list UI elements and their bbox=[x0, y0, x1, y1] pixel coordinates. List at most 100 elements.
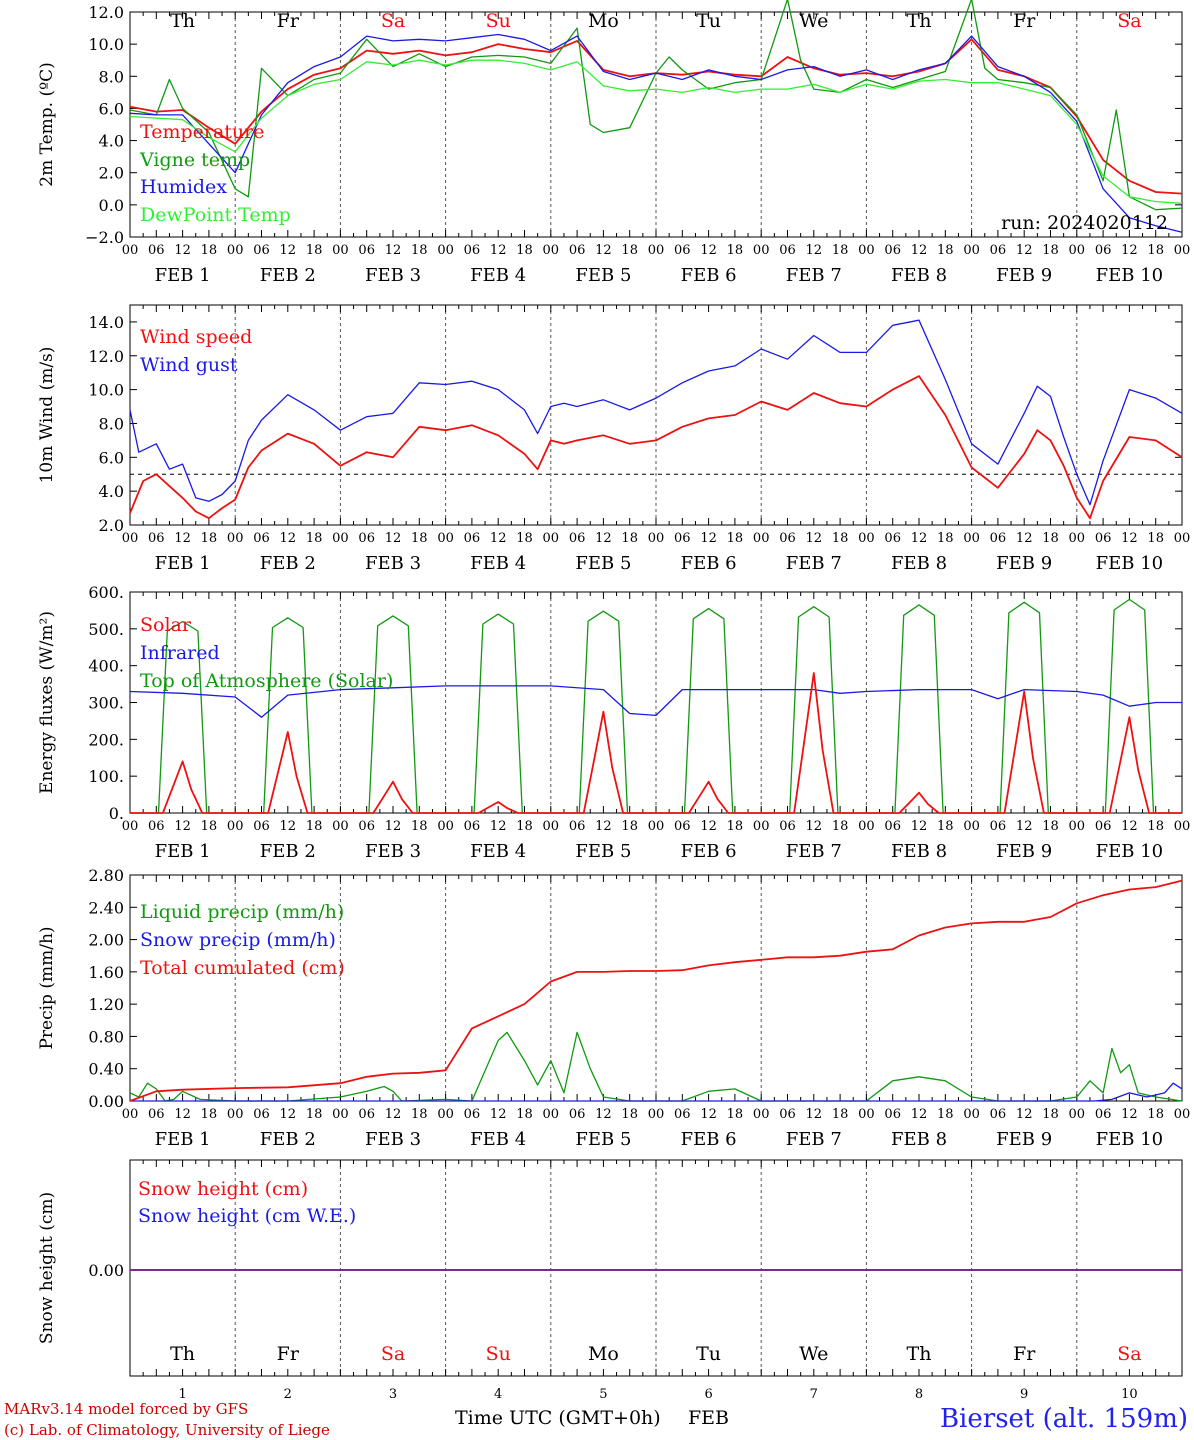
hour-tick-label: 18 bbox=[727, 819, 744, 834]
hour-tick-label: 12 bbox=[1121, 1107, 1138, 1122]
y-tick-label: 200. bbox=[88, 730, 124, 749]
legend-entry: Humidex bbox=[140, 176, 227, 198]
day-number-label: 10 bbox=[1121, 1387, 1138, 1402]
day-name-label: Th bbox=[907, 10, 932, 32]
hour-tick-label: 18 bbox=[411, 243, 428, 258]
hour-tick-label: 06 bbox=[253, 1107, 270, 1122]
hour-tick-label: 18 bbox=[937, 819, 954, 834]
hour-tick-label: 00 bbox=[648, 1107, 665, 1122]
date-label: FEB 3 bbox=[365, 1129, 421, 1150]
hour-tick-label: 06 bbox=[990, 531, 1007, 546]
date-label: FEB 7 bbox=[786, 265, 842, 286]
hour-tick-label: 00 bbox=[963, 531, 980, 546]
hour-tick-label: 12 bbox=[806, 819, 823, 834]
hour-tick-label: 00 bbox=[753, 243, 770, 258]
day-name-label: Fr bbox=[1013, 1343, 1036, 1365]
hour-tick-label: 12 bbox=[385, 1107, 402, 1122]
day-number-label: 7 bbox=[810, 1387, 818, 1402]
date-label: FEB 1 bbox=[155, 553, 211, 574]
day-number-label: 6 bbox=[704, 1387, 712, 1402]
hour-tick-label: 06 bbox=[253, 819, 270, 834]
hour-tick-label: 18 bbox=[727, 531, 744, 546]
hour-tick-label: 12 bbox=[806, 531, 823, 546]
date-label: FEB 9 bbox=[996, 1129, 1052, 1150]
hour-tick-label: 00 bbox=[122, 1107, 139, 1122]
hour-tick-label: 06 bbox=[148, 243, 165, 258]
day-number-label: 1 bbox=[178, 1387, 186, 1402]
hour-tick-label: 18 bbox=[937, 531, 954, 546]
y-tick-label: 8.0 bbox=[99, 414, 124, 433]
hour-tick-label: 00 bbox=[1069, 1107, 1086, 1122]
hour-tick-label: 06 bbox=[674, 531, 691, 546]
hour-tick-label: 12 bbox=[490, 243, 507, 258]
hour-tick-label: 18 bbox=[306, 819, 323, 834]
hour-tick-label: 18 bbox=[1042, 243, 1059, 258]
hour-tick-label: 18 bbox=[1147, 531, 1164, 546]
y-tick-label: 0.00 bbox=[88, 1261, 124, 1280]
hour-tick-label: 06 bbox=[148, 531, 165, 546]
y-tick-label: 4.0 bbox=[99, 132, 124, 151]
day-name-label: Sa bbox=[381, 1343, 405, 1365]
hour-tick-label: 00 bbox=[963, 243, 980, 258]
series-infrared bbox=[129, 685, 1182, 718]
date-label: FEB 1 bbox=[155, 841, 211, 862]
hour-tick-label: 00 bbox=[1069, 819, 1086, 834]
date-label: FEB 3 bbox=[365, 841, 421, 862]
date-label: FEB 10 bbox=[1096, 553, 1163, 574]
date-label: FEB 3 bbox=[365, 553, 421, 574]
hour-tick-label: 06 bbox=[990, 243, 1007, 258]
day-name-label: Sa bbox=[381, 10, 405, 32]
hour-tick-label: 06 bbox=[569, 1107, 586, 1122]
y-tick-label: 8.0 bbox=[99, 67, 124, 86]
hour-tick-label: 12 bbox=[911, 531, 928, 546]
series-3 bbox=[129, 879, 1183, 1102]
legend-entry: Top of Atmosphere (Solar) bbox=[140, 670, 393, 692]
station-name: Bierset (alt. 159m) bbox=[940, 1404, 1188, 1434]
series-4 bbox=[129, 59, 1183, 204]
hour-tick-label: 18 bbox=[1147, 819, 1164, 834]
model-credit: MARv3.14 model forced by GFS bbox=[4, 1400, 248, 1418]
hour-tick-label: 12 bbox=[700, 1107, 717, 1122]
hour-tick-label: 06 bbox=[464, 1107, 481, 1122]
hour-tick-label: 18 bbox=[306, 243, 323, 258]
y-tick-label: 100. bbox=[88, 767, 124, 786]
hour-tick-label: 18 bbox=[832, 819, 849, 834]
hour-tick-label: 00 bbox=[1174, 243, 1191, 258]
y-axis-label: Energy fluxes (W/m²) bbox=[37, 611, 57, 794]
date-label: FEB 3 bbox=[365, 265, 421, 286]
hour-tick-label: 18 bbox=[937, 243, 954, 258]
date-label: FEB 7 bbox=[786, 1129, 842, 1150]
hour-tick-label: 00 bbox=[332, 531, 349, 546]
date-label: FEB 2 bbox=[260, 553, 316, 574]
hour-tick-label: 18 bbox=[201, 243, 218, 258]
hour-tick-label: 06 bbox=[990, 1107, 1007, 1122]
hour-tick-label: 06 bbox=[779, 1107, 796, 1122]
hour-tick-label: 00 bbox=[858, 1107, 875, 1122]
y-tick-label: 600. bbox=[88, 583, 124, 602]
hour-tick-label: 00 bbox=[648, 819, 665, 834]
y-tick-label: 300. bbox=[88, 694, 124, 713]
hour-tick-label: 18 bbox=[516, 819, 533, 834]
hour-tick-label: 00 bbox=[753, 531, 770, 546]
hour-tick-label: 18 bbox=[306, 531, 323, 546]
hour-tick-label: 06 bbox=[884, 819, 901, 834]
y-tick-label: 400. bbox=[88, 657, 124, 676]
date-label: FEB 6 bbox=[681, 553, 737, 574]
hour-tick-label: 00 bbox=[858, 819, 875, 834]
hour-tick-label: 06 bbox=[464, 243, 481, 258]
hour-tick-label: 00 bbox=[1069, 243, 1086, 258]
hour-tick-label: 12 bbox=[700, 243, 717, 258]
hour-tick-label: 12 bbox=[1016, 819, 1033, 834]
hour-tick-label: 06 bbox=[1095, 819, 1112, 834]
legend-entry: Liquid precip (mm/h) bbox=[140, 901, 344, 923]
hour-tick-label: 12 bbox=[595, 1107, 612, 1122]
hour-tick-label: 12 bbox=[385, 531, 402, 546]
date-label: FEB 8 bbox=[891, 553, 947, 574]
day-number-label: 2 bbox=[284, 1387, 292, 1402]
hour-tick-label: 06 bbox=[1095, 531, 1112, 546]
panel-2: 14.0 12.0 10.0 8.0 6.0 4.0 2.0 10m Wind (m/s) 00… bbox=[37, 304, 1190, 574]
hour-tick-label: 00 bbox=[332, 819, 349, 834]
hour-tick-label: 12 bbox=[911, 1107, 928, 1122]
hour-tick-label: 06 bbox=[1095, 1107, 1112, 1122]
date-label: FEB 10 bbox=[1096, 1129, 1163, 1150]
